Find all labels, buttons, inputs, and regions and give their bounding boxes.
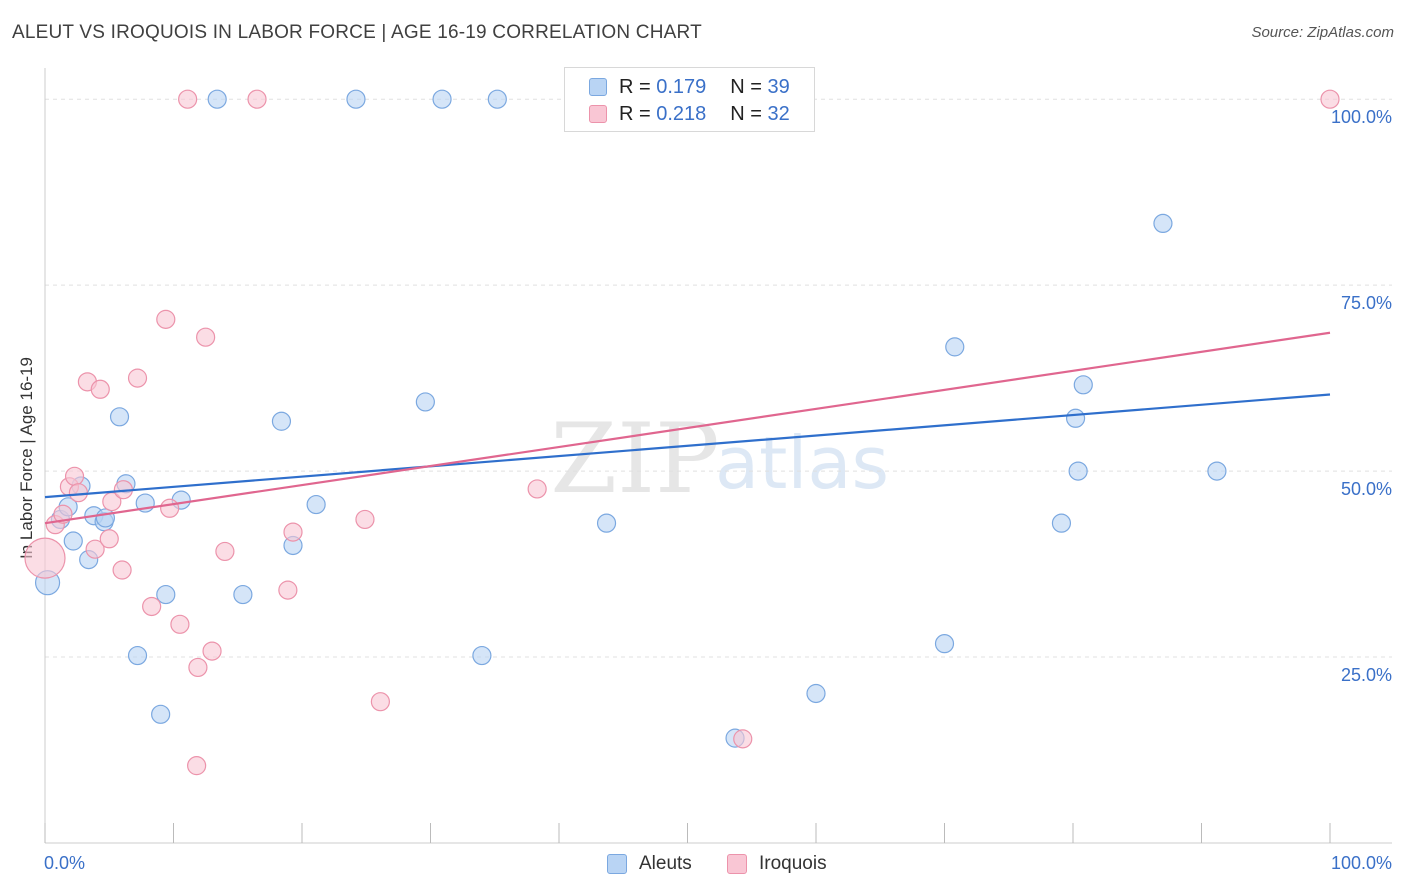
iroquois-point	[188, 657, 208, 678]
aleut-n-value: 39	[767, 75, 790, 98]
aleut-point	[109, 407, 130, 427]
legend-row-aleut: R = 0.179 N = 39	[589, 74, 790, 100]
aleut-point	[1051, 513, 1072, 533]
iroquois-point	[156, 309, 176, 329]
x-tick-label: 100.0%	[1331, 853, 1392, 873]
iroquois-point	[733, 729, 753, 749]
aleut-point	[415, 392, 435, 412]
aleuts-legend-label: Aleuts	[639, 853, 692, 874]
r-label: R =	[619, 102, 651, 125]
aleut-point	[207, 89, 227, 109]
iroquois-n-value: 32	[767, 102, 790, 125]
iroquois-point	[247, 89, 267, 109]
legend-row-iroquois: R = 0.218 N = 32	[589, 101, 790, 127]
aleut-point	[95, 508, 115, 528]
iroquois-point	[202, 641, 222, 661]
iroquois-trend-line	[44, 331, 1331, 525]
aleut-point	[156, 584, 176, 605]
iroquois-point	[355, 509, 375, 530]
aleut-point	[596, 513, 617, 533]
iroquois-point	[1320, 89, 1340, 109]
aleut-point	[233, 584, 253, 605]
iroquois-point	[112, 560, 132, 580]
iroquois-point	[187, 756, 207, 776]
iroquois-point	[196, 327, 216, 347]
iroquois-point	[99, 529, 119, 549]
aleut-point	[346, 89, 366, 109]
iroquois-swatch	[589, 105, 607, 123]
aleut-swatch	[589, 78, 607, 96]
aleut-point	[432, 89, 452, 109]
chart-title: ALEUT VS IROQUOIS IN LABOR FORCE | AGE 1…	[12, 22, 702, 43]
axes	[44, 68, 1392, 844]
iroquois-point	[278, 580, 298, 600]
aleut-point	[1153, 213, 1173, 234]
aleut-point	[1073, 375, 1093, 395]
iroquois-point	[160, 498, 180, 518]
aleut-point	[1065, 408, 1086, 428]
iroquois-point	[215, 541, 235, 562]
y-tick-label: 100.0%	[1331, 107, 1392, 127]
iroquois-point	[527, 479, 547, 499]
watermark-atlas: atlas	[715, 421, 889, 505]
aleut-point	[945, 337, 965, 357]
iroquois-point	[283, 522, 303, 542]
aleut-point	[934, 634, 955, 654]
y-tick-label: 25.0%	[1341, 665, 1392, 685]
correlation-legend: R = 0.179 N = 39 R = 0.218 N = 32	[564, 67, 815, 132]
y-tick-label: 75.0%	[1341, 293, 1392, 313]
y-tick-label: 50.0%	[1341, 479, 1392, 499]
source-credit: Source: ZipAtlas.com	[1251, 24, 1394, 41]
n-label: N =	[730, 102, 762, 125]
aleut-point	[1207, 461, 1227, 481]
aleut-point	[487, 89, 507, 109]
aleuts-legend-swatch	[607, 854, 627, 874]
aleut-point	[306, 494, 326, 515]
aleut-point	[472, 645, 492, 666]
aleut-point	[127, 645, 148, 666]
bottom-legend-aleuts: Aleuts	[607, 852, 692, 876]
iroquois-point	[68, 483, 89, 503]
n-label: N =	[730, 75, 762, 98]
iroquois-point	[178, 89, 198, 109]
iroquois-legend-swatch	[727, 854, 747, 874]
aleut-point	[271, 411, 292, 431]
aleut-trend-line	[44, 393, 1331, 499]
grid-lines	[45, 98, 1392, 658]
iroquois-point	[127, 368, 148, 388]
iroquois-point	[142, 596, 162, 617]
watermark-zip: ZIP	[550, 403, 719, 515]
tick-labels: 25.0% 50.0% 75.0% 100.0% 0.0% 100.0%	[44, 107, 1392, 873]
iroquois-point	[90, 379, 110, 399]
bottom-legend-iroquois: Iroquois	[727, 852, 827, 876]
iroquois-point	[64, 466, 85, 486]
aleut-r-value: 0.179	[656, 75, 707, 98]
trend-lines	[44, 331, 1331, 525]
iroquois-r-value: 0.218	[656, 102, 707, 125]
x-tick-label: 0.0%	[44, 853, 85, 873]
data-points	[24, 89, 1340, 776]
iroquois-legend-label: Iroquois	[759, 853, 827, 874]
iroquois-point	[170, 614, 190, 634]
iroquois-point	[85, 539, 105, 559]
iroquois-point	[24, 537, 66, 579]
aleut-point	[63, 531, 83, 551]
aleut-point	[151, 704, 171, 724]
aleut-point	[1068, 461, 1088, 481]
iroquois-point	[370, 692, 390, 712]
r-label: R =	[619, 75, 651, 98]
aleut-point	[806, 683, 826, 704]
